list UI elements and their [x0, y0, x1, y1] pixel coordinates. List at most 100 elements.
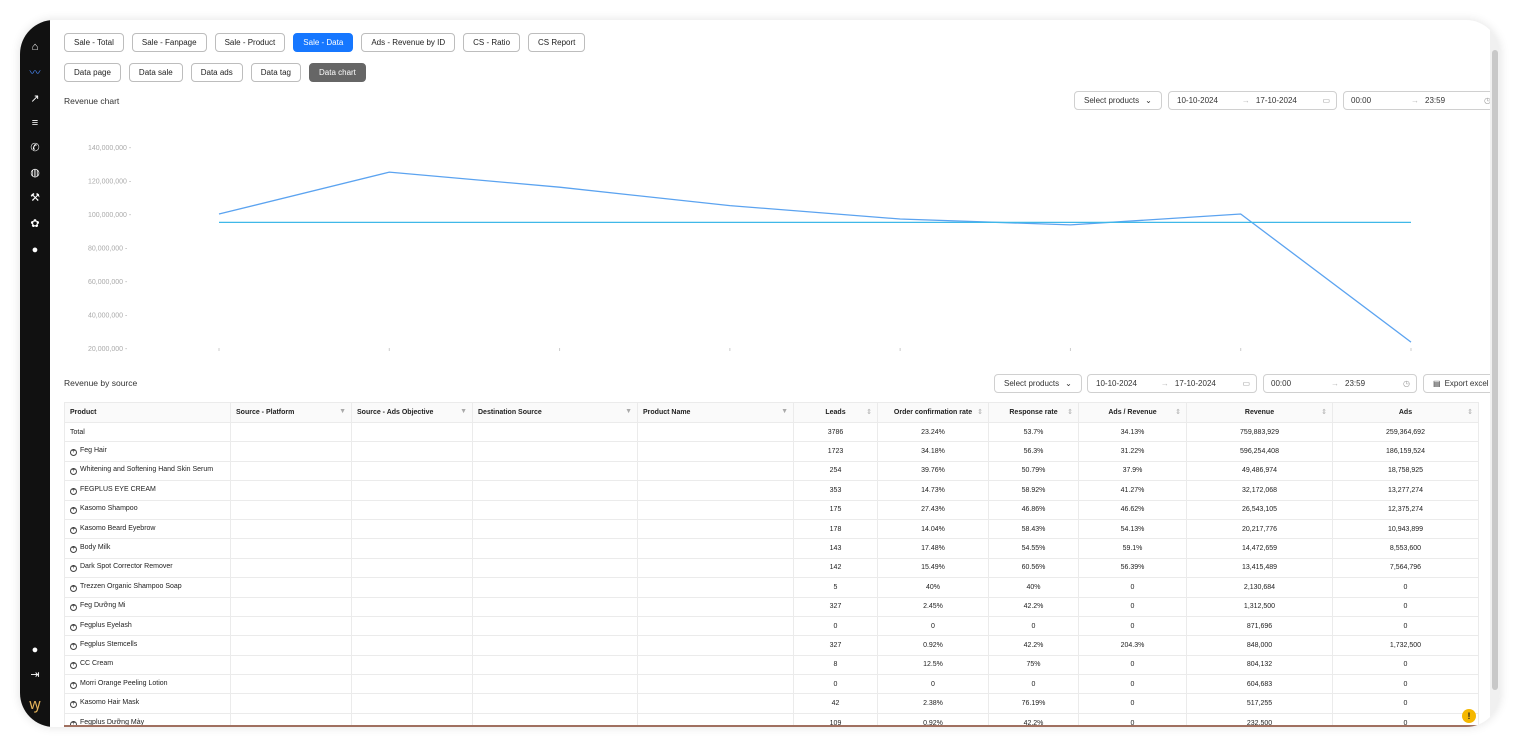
expand-plus-icon[interactable]: +: [70, 584, 77, 592]
source-date-range[interactable]: 10-10-2024 → 17-10-2024 ▭: [1087, 374, 1257, 393]
column-header[interactable]: Source - Platform ▼: [230, 402, 352, 423]
expand-plus-icon[interactable]: +: [70, 546, 77, 554]
filter-icon[interactable]: ▼: [781, 408, 788, 415]
table-cell: [472, 480, 638, 501]
expand-plus-icon[interactable]: +: [70, 507, 77, 515]
table-row[interactable]: + Trezzen Organic Shampoo Soap 5 40% 40% 0 2,1…: [64, 577, 1479, 598]
subtab-data-chart[interactable]: Data chart: [309, 63, 366, 82]
tab-sale-data[interactable]: Sale - Data: [293, 33, 354, 52]
subtab-data-ads[interactable]: Data ads: [190, 63, 243, 82]
scrollbar-thumb[interactable]: [1492, 50, 1498, 690]
cell-value: FEGPLUS EYE CREAM: [80, 485, 156, 493]
table-row[interactable]: + Morri Orange Peeling Lotion 0 0 0 0 604,683 0: [64, 674, 1479, 695]
tab-ads-revenue-by-id[interactable]: Ads - Revenue by ID: [361, 33, 456, 52]
sort-icon[interactable]: ⇕: [1175, 409, 1181, 416]
subtab-data-page[interactable]: Data page: [64, 63, 121, 82]
filter-icon[interactable]: ▼: [460, 408, 467, 415]
logo-icon[interactable]: ꝡ: [29, 695, 41, 713]
table-cell: [351, 421, 473, 443]
table-row[interactable]: + Fegplus Stemcells 327 0.92% 42.2% 204.3% 848…: [64, 635, 1479, 656]
table-row[interactable]: + Kasomo Shampoo 175 27.43% 46.86% 46.62% 26,5…: [64, 499, 1479, 520]
table-cell: 259,364,692: [1332, 421, 1479, 443]
tab-sale-total[interactable]: Sale - Total: [64, 33, 124, 52]
cell-value: 42.2%: [1023, 603, 1044, 611]
table-row[interactable]: + Fegplus Eyelash 0 0 0 0 871,696 0: [64, 615, 1479, 637]
globe-icon[interactable]: ◍: [30, 166, 40, 179]
export-excel-button[interactable]: ▤ Export excel: [1423, 374, 1498, 393]
table-cell: + CC Cream: [64, 654, 231, 676]
tab-cs-ratio[interactable]: CS - Ratio: [463, 33, 521, 52]
column-header[interactable]: Ads / Revenue ⇕: [1078, 402, 1187, 423]
column-header[interactable]: Destination Source ▼: [472, 402, 638, 423]
filter-icon[interactable]: ▼: [339, 408, 346, 415]
cell-value: 58.92%: [1021, 486, 1046, 494]
column-header[interactable]: Source - Ads Objective ▼: [351, 402, 473, 423]
table-row[interactable]: + Whitening and Softening Hand Skin Serum…: [64, 460, 1479, 482]
source-time-range[interactable]: 00:00 → 23:59 ◷: [1263, 374, 1417, 393]
table-row[interactable]: + Feg Hair 1723 34.18% 56.3% 31.22% 596,254,40…: [64, 441, 1479, 462]
table-row[interactable]: + Kasomo Beard Eyebrow 178 14.04% 58.43% 54.1…: [64, 518, 1479, 540]
expand-plus-icon[interactable]: +: [70, 604, 77, 612]
tab-sale-product[interactable]: Sale - Product: [214, 33, 286, 52]
sort-icon[interactable]: ⇕: [977, 409, 983, 416]
expand-plus-icon[interactable]: +: [70, 526, 77, 534]
expand-plus-icon[interactable]: +: [70, 487, 77, 495]
sort-icon[interactable]: ⇕: [1321, 409, 1327, 416]
sort-icon[interactable]: ⇕: [866, 409, 872, 416]
column-header[interactable]: Response rate ⇕: [988, 402, 1079, 423]
expand-plus-icon[interactable]: +: [70, 449, 77, 457]
sort-icon[interactable]: ⇕: [1467, 409, 1473, 416]
table-row[interactable]: + Dark Spot Corrector Remover 142 15.49% 60.…: [64, 557, 1479, 579]
expand-plus-icon[interactable]: +: [70, 642, 77, 650]
expand-plus-icon[interactable]: +: [70, 565, 77, 573]
home-icon[interactable]: ⌂: [31, 40, 39, 53]
subtab-data-sale[interactable]: Data sale: [128, 63, 183, 82]
vertical-scrollbar[interactable]: [1490, 20, 1500, 727]
chart-time-range[interactable]: 00:00 → 23:59 ◷: [1343, 91, 1498, 110]
filter-settings-icon[interactable]: ≡: [31, 116, 39, 129]
warning-icon[interactable]: !: [1462, 709, 1476, 723]
table-cell: 32,172,068: [1186, 480, 1333, 501]
user-icon[interactable]: ●: [31, 643, 39, 656]
table-row[interactable]: + Kasomo Hair Mask 42 2.38% 76.19% 0 517,255 0: [64, 693, 1479, 714]
cell-value: 2.38%: [923, 700, 943, 708]
wrench-icon[interactable]: ⚒: [30, 191, 40, 204]
source-select-products[interactable]: Select products ⌄: [994, 374, 1082, 393]
filter-icon[interactable]: ▼: [625, 408, 632, 415]
subtab-data-tag[interactable]: Data tag: [250, 63, 301, 82]
expand-plus-icon[interactable]: +: [70, 468, 77, 476]
trend-icon[interactable]: ↗: [30, 92, 40, 105]
logout-icon[interactable]: ⇥: [30, 668, 40, 681]
table-row[interactable]: Total 3786 23.24% 53.7% 34.13% 759,883,929 259…: [64, 421, 1479, 443]
column-header[interactable]: Product Name ▼: [637, 402, 794, 423]
phone-icon[interactable]: ✆: [30, 141, 40, 154]
table-cell: 37.9%: [1078, 460, 1187, 482]
column-header[interactable]: Ads ⇕: [1332, 402, 1479, 423]
line-chart-icon[interactable]: 〰: [29, 66, 41, 79]
column-header[interactable]: Leads ⇕: [793, 402, 878, 423]
gear-icon[interactable]: ✿: [30, 217, 40, 230]
chart-date-range[interactable]: 10-10-2024 → 17-10-2024 ▭: [1168, 91, 1337, 110]
column-header[interactable]: Product: [64, 402, 231, 423]
chart-select-products[interactable]: Select products ⌄: [1074, 91, 1162, 110]
table-cell: 14.04%: [877, 518, 989, 540]
column-header[interactable]: Revenue ⇕: [1186, 402, 1333, 423]
table-row[interactable]: + CC Cream 8 12.5% 75% 0 804,132 0: [64, 654, 1479, 676]
table-cell: 0: [1332, 674, 1479, 695]
table-cell: [472, 518, 638, 540]
expand-plus-icon[interactable]: +: [70, 681, 77, 689]
table-cell: 1,312,500: [1186, 596, 1333, 617]
tab-cs-report[interactable]: CS Report: [528, 33, 586, 52]
table-row[interactable]: + Feg Dưỡng Mi 327 2.45% 42.2% 0 1,312,500 0: [64, 596, 1479, 617]
expand-plus-icon[interactable]: +: [70, 623, 77, 631]
table-row[interactable]: + FEGPLUS EYE CREAM 353 14.73% 58.92% 41.27% 3…: [64, 480, 1479, 501]
tab-sale-fanpage[interactable]: Sale - Fanpage: [131, 33, 207, 52]
table-row[interactable]: + Body Milk 143 17.48% 54.55% 59.1% 14,472,659…: [64, 538, 1479, 559]
table-row[interactable]: + Fegplus Dưỡng Mày 109 0.92% 42.2% 0 232,500 0: [64, 712, 1479, 727]
expand-plus-icon[interactable]: +: [70, 701, 77, 709]
column-header[interactable]: Order confirmation rate ⇕: [877, 402, 989, 423]
expand-plus-icon[interactable]: +: [70, 662, 77, 670]
sort-icon[interactable]: ⇕: [1067, 409, 1073, 416]
info-icon[interactable]: ●: [31, 243, 39, 256]
series-line-1: [218, 171, 1412, 343]
